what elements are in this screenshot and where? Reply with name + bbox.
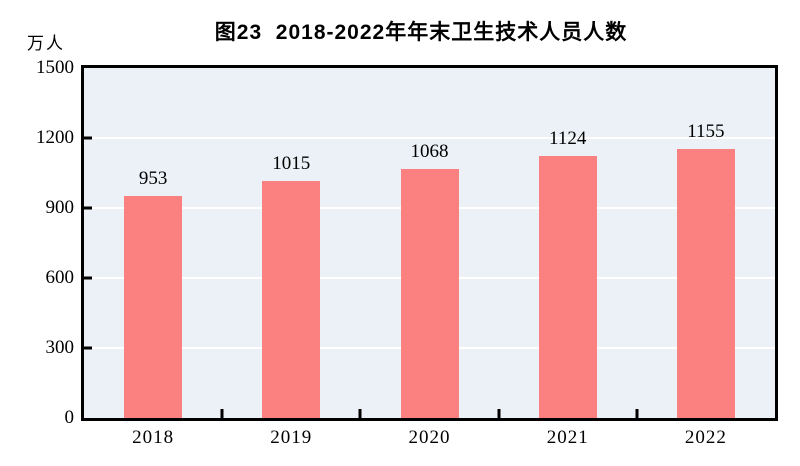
- y-axis-tick-label: 1500: [36, 57, 74, 78]
- chart-title: 图23 2018-2022年年末卫生技术人员人数: [214, 21, 628, 44]
- y-axis-tick: [84, 136, 92, 140]
- x-axis-tick-label: 2022: [684, 427, 727, 448]
- bar-value-label: 1015: [272, 153, 311, 175]
- bar-2021: 1124: [538, 128, 597, 418]
- y-axis-unit-label: 万人: [27, 34, 65, 53]
- gridline: [84, 137, 775, 139]
- x-axis-tick: [497, 409, 501, 418]
- bar-value-label: 1124: [549, 127, 587, 149]
- y-axis-tick-label: 1200: [36, 127, 74, 148]
- x-axis-tick-label: 2021: [546, 427, 589, 448]
- x-axis-tick: [220, 409, 224, 418]
- y-axis-tick-label: 900: [45, 197, 75, 218]
- bar-2018: 953: [124, 168, 183, 418]
- y-axis-tick: [84, 346, 92, 350]
- y-axis-tick-label: 600: [45, 267, 75, 288]
- bar-2022: 1155: [676, 121, 735, 418]
- x-axis-tick-label: 2018: [132, 427, 175, 448]
- x-axis-tick-label: 2020: [408, 427, 451, 448]
- x-axis-labels: 2018 2019 2020 2021 2022: [84, 427, 775, 453]
- bar-value-label: 1068: [410, 140, 449, 162]
- bar-2019: 1015: [262, 153, 321, 418]
- y-axis-tick-label: 0: [64, 407, 75, 428]
- bar-value-label: 953: [138, 167, 168, 189]
- plot-area: 953 1015 1068 1124 1155: [81, 65, 778, 421]
- bar-2020: 1068: [400, 141, 459, 418]
- x-axis-tick: [358, 409, 362, 418]
- x-axis-tick-label: 2019: [270, 427, 313, 448]
- y-axis-tick: [84, 206, 92, 210]
- y-axis-tick: [84, 276, 92, 280]
- bar-value-label: 1155: [687, 120, 725, 142]
- y-axis-labels: 0 300 600 900 1200 1500: [0, 57, 75, 428]
- x-axis-tick: [635, 409, 639, 418]
- y-axis-tick-label: 300: [45, 337, 75, 358]
